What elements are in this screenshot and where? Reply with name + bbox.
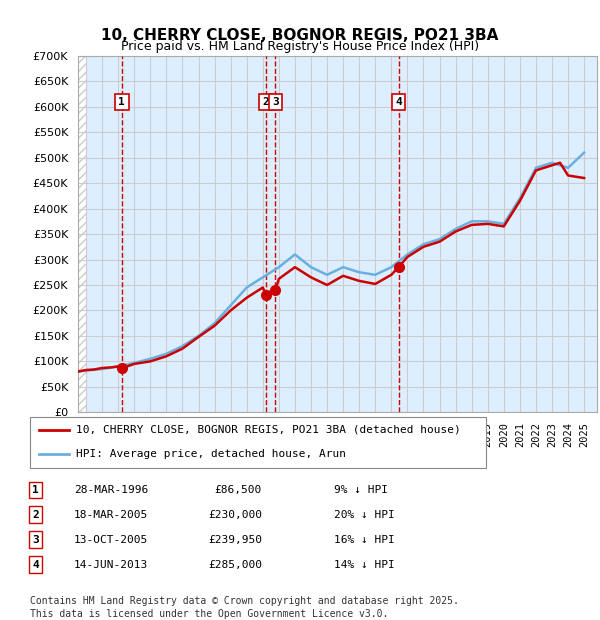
Text: 28-MAR-1996: 28-MAR-1996 [74, 485, 148, 495]
Text: 4: 4 [32, 560, 39, 570]
Text: 14-JUN-2013: 14-JUN-2013 [74, 560, 148, 570]
Text: £86,500: £86,500 [215, 485, 262, 495]
Text: 16% ↓ HPI: 16% ↓ HPI [334, 535, 394, 545]
Text: 9% ↓ HPI: 9% ↓ HPI [334, 485, 388, 495]
Text: 2: 2 [263, 97, 269, 107]
Text: 3: 3 [32, 535, 39, 545]
Text: £230,000: £230,000 [208, 510, 262, 520]
Text: 18-MAR-2005: 18-MAR-2005 [74, 510, 148, 520]
Text: 10, CHERRY CLOSE, BOGNOR REGIS, PO21 3BA (detached house): 10, CHERRY CLOSE, BOGNOR REGIS, PO21 3BA… [76, 425, 460, 435]
Text: 1: 1 [32, 485, 39, 495]
Bar [78, 56, 86, 412]
Text: 4: 4 [395, 97, 402, 107]
Text: 2: 2 [32, 510, 39, 520]
Text: 1: 1 [118, 97, 125, 107]
FancyBboxPatch shape [30, 417, 486, 468]
Text: 3: 3 [272, 97, 279, 107]
Text: HPI: Average price, detached house, Arun: HPI: Average price, detached house, Arun [76, 449, 346, 459]
Text: £285,000: £285,000 [208, 560, 262, 570]
Text: 13-OCT-2005: 13-OCT-2005 [74, 535, 148, 545]
Text: 10, CHERRY CLOSE, BOGNOR REGIS, PO21 3BA: 10, CHERRY CLOSE, BOGNOR REGIS, PO21 3BA [101, 28, 499, 43]
Text: 20% ↓ HPI: 20% ↓ HPI [334, 510, 394, 520]
Text: This data is licensed under the Open Government Licence v3.0.: This data is licensed under the Open Gov… [30, 609, 388, 619]
Text: Contains HM Land Registry data © Crown copyright and database right 2025.: Contains HM Land Registry data © Crown c… [30, 596, 459, 606]
Text: 14% ↓ HPI: 14% ↓ HPI [334, 560, 394, 570]
Text: £239,950: £239,950 [208, 535, 262, 545]
Text: Price paid vs. HM Land Registry's House Price Index (HPI): Price paid vs. HM Land Registry's House … [121, 40, 479, 53]
